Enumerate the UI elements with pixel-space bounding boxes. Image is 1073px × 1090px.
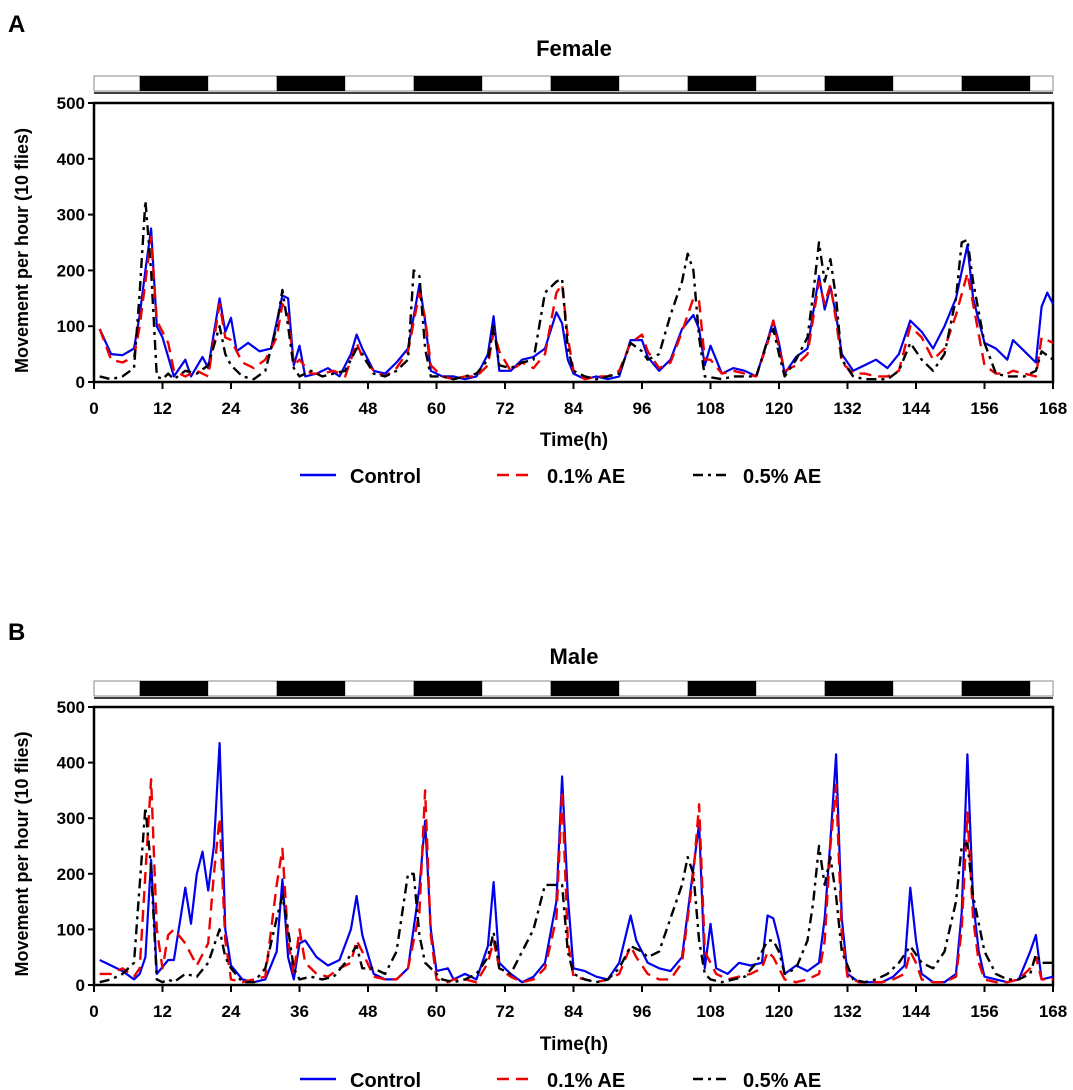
dark-period-block: [961, 681, 1031, 696]
y-tick-label: 200: [57, 261, 85, 280]
dark-period-block: [139, 76, 209, 91]
x-tick-label: 144: [902, 399, 931, 418]
y-tick-label: 0: [76, 976, 85, 995]
x-axis-label: Time(h): [540, 1034, 608, 1055]
legend-label: 0.1% AE: [547, 466, 625, 488]
dark-period-block: [413, 76, 483, 91]
dark-period-block: [139, 681, 209, 696]
y-tick-label: 300: [57, 809, 85, 828]
x-tick-label: 168: [1039, 399, 1067, 418]
x-tick-label: 60: [427, 399, 446, 418]
x-tick-label: 168: [1039, 1002, 1067, 1021]
dark-period-block: [413, 681, 483, 696]
x-tick-label: 24: [222, 399, 241, 418]
x-axis-label: Time(h): [540, 430, 608, 451]
y-tick-label: 400: [57, 754, 85, 773]
legend-label: 0.5% AE: [743, 466, 821, 488]
y-tick-label: 200: [57, 865, 85, 884]
y-tick-label: 100: [57, 317, 85, 336]
x-tick-label: 72: [496, 1002, 515, 1021]
x-tick-label: 60: [427, 1002, 446, 1021]
panel-b: B Male 0 100 200 300 400 500 0 12 24 36 48 60 72 84 96 10…: [8, 619, 1067, 1090]
dark-period-block: [824, 681, 894, 696]
y-tick-label: 300: [57, 206, 85, 225]
x-tick-label: 96: [633, 399, 652, 418]
x-tick-label: 96: [633, 1002, 652, 1021]
x-tick-label: 132: [833, 399, 861, 418]
x-tick-label: 0: [89, 399, 98, 418]
x-tick-label: 84: [564, 399, 583, 418]
x-tick-label: 120: [765, 399, 793, 418]
y-tick-label: 500: [57, 94, 85, 113]
dark-period-block: [687, 76, 757, 91]
legend-label: 0.1% AE: [547, 1070, 625, 1090]
dark-period-block: [550, 76, 620, 91]
y-tick-label: 100: [57, 920, 85, 939]
panel-letter: A: [8, 11, 25, 38]
panel-letter: B: [8, 619, 25, 646]
x-tick-label: 132: [833, 1002, 861, 1021]
panel-title: Female: [536, 36, 612, 61]
x-tick-label: 48: [359, 399, 378, 418]
series-line-ae-0-5: [99, 199, 1054, 381]
y-tick-label: 0: [76, 373, 85, 392]
y-tick-label: 500: [57, 698, 85, 717]
x-tick-label: 72: [496, 399, 515, 418]
dark-period-block: [824, 76, 894, 91]
x-tick-label: 0: [89, 1002, 98, 1021]
x-tick-label: 144: [902, 1002, 931, 1021]
x-tick-label: 120: [765, 1002, 793, 1021]
dark-period-block: [276, 681, 346, 696]
y-axis-label: Movement per hour (10 flies): [12, 731, 32, 976]
legend-label: 0.5% AE: [743, 1070, 821, 1090]
x-tick-label: 48: [359, 1002, 378, 1021]
panel-title: Male: [550, 644, 599, 669]
x-tick-label: 108: [696, 1002, 724, 1021]
y-axis-label: Movement per hour (10 flies): [12, 128, 32, 373]
legend-label: Control: [350, 1070, 421, 1090]
x-tick-label: 12: [153, 399, 172, 418]
x-tick-label: 36: [290, 399, 309, 418]
x-tick-label: 156: [970, 1002, 998, 1021]
x-tick-label: 84: [564, 1002, 583, 1021]
x-tick-label: 12: [153, 1002, 172, 1021]
y-tick-label: 400: [57, 150, 85, 169]
x-tick-label: 24: [222, 1002, 241, 1021]
x-tick-label: 156: [970, 399, 998, 418]
panel-a: A Female 0 100 200 300 400 500 0 12 24 36 48 60 72 84 96…: [8, 11, 1067, 488]
dark-period-block: [687, 681, 757, 696]
plot-frame: [92, 101, 1055, 384]
dark-period-block: [550, 681, 620, 696]
series-line-ae-0-1: [99, 778, 1053, 984]
legend-label: Control: [350, 466, 421, 488]
dark-period-block: [961, 76, 1031, 91]
series-line-ae-0-1: [98, 235, 1054, 381]
dark-period-block: [276, 76, 346, 91]
x-tick-label: 108: [696, 399, 724, 418]
series-line-control: [98, 227, 1054, 381]
series-line-control: [99, 742, 1054, 984]
plot-frame: [92, 705, 1055, 987]
series-line-ae-0-5: [99, 805, 1053, 984]
x-tick-label: 36: [290, 1002, 309, 1021]
